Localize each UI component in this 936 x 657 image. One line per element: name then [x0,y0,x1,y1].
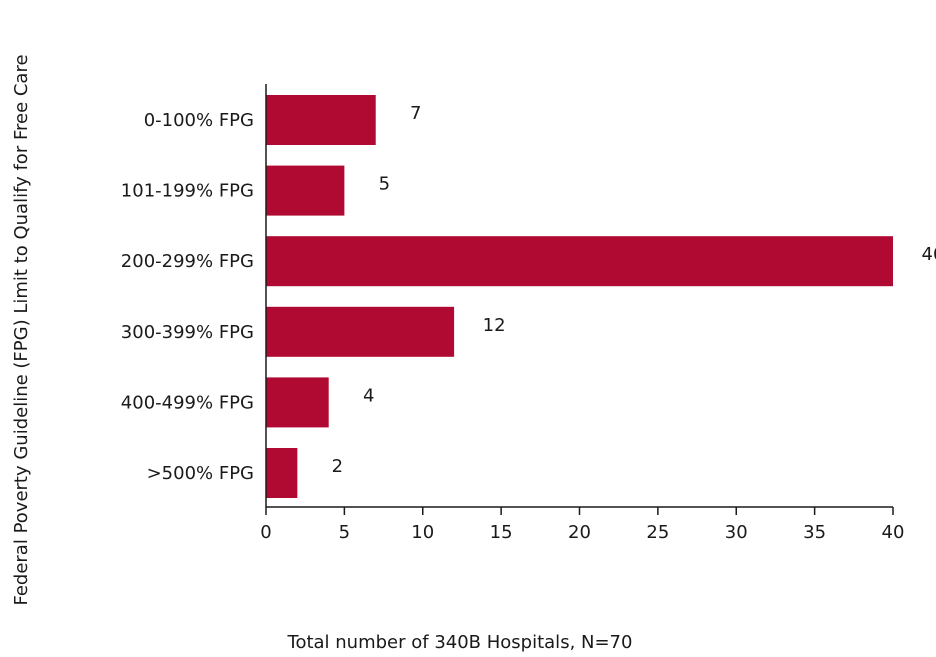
x-tick-label: 5 [339,522,350,543]
data-label: 4 [363,385,374,406]
x-tick-label: 20 [568,522,591,543]
x-axis-label: Total number of 340B Hospitals, N=70 [287,632,633,653]
bar [266,448,298,498]
data-labels: 7 5 40 12 4 2 [332,103,936,477]
category-label: >500% FPG [147,463,254,484]
data-label: 7 [410,103,421,124]
bars-group [266,95,893,498]
bar [266,236,893,287]
category-label: 0-100% FPG [144,110,254,131]
data-label: 40 [922,244,936,265]
x-tick-label: 40 [882,522,905,543]
category-label: 300-399% FPG [121,322,254,343]
data-label: 12 [483,315,506,336]
x-tick-label: 25 [646,522,669,543]
x-axis-ticks: 0 5 10 15 20 25 30 35 40 [260,507,904,543]
y-axis-label: Federal Poverty Guideline (FPG) Limit to… [11,54,32,605]
bar [266,377,329,428]
x-tick-label: 30 [725,522,748,543]
data-label: 2 [332,456,343,477]
category-labels: 0-100% FPG 101-199% FPG 200-299% FPG 300-39… [121,110,254,484]
x-tick-label: 10 [411,522,434,543]
bar [266,306,455,357]
data-label: 5 [379,174,390,195]
category-label: 101-199% FPG [121,181,254,202]
x-tick-label: 0 [260,522,271,543]
x-tick-label: 35 [803,522,826,543]
bar [266,95,376,145]
x-tick-label: 15 [490,522,513,543]
category-label: 400-499% FPG [121,392,254,413]
bar [266,165,345,216]
category-label: 200-299% FPG [121,251,254,272]
